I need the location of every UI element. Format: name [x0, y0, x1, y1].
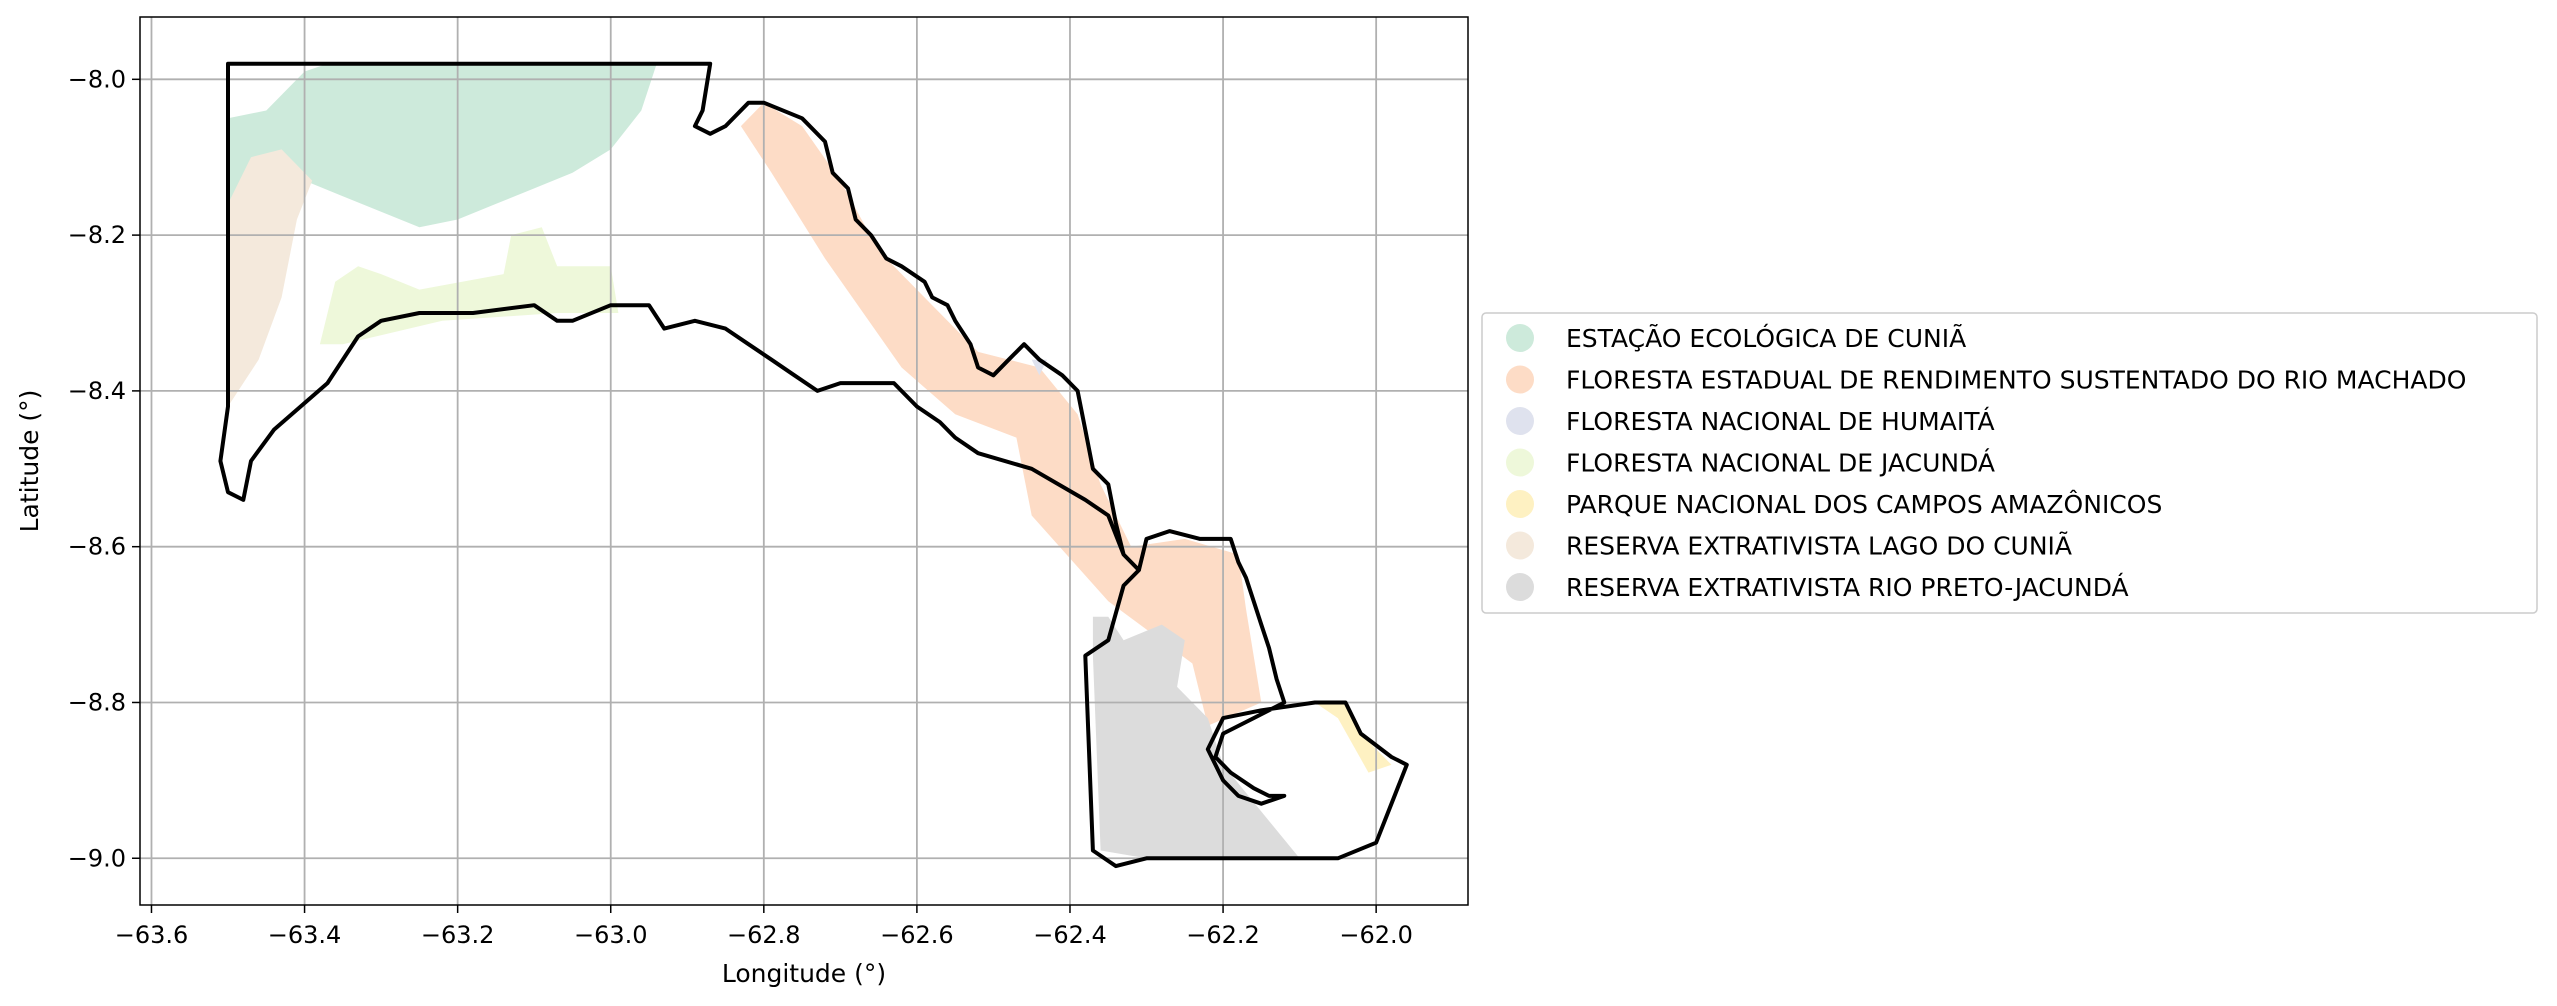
legend-label: RESERVA EXTRATIVISTA LAGO DO CUNIÃ — [1566, 531, 2072, 561]
x-tick-label: −62.6 — [880, 921, 954, 949]
y-tick-label: −9.0 — [68, 844, 126, 872]
area-polygon-4 — [1314, 702, 1392, 773]
area-polygon-0 — [228, 63, 657, 228]
y-tick-label: −8.6 — [68, 533, 126, 561]
legend-marker-6 — [1506, 573, 1534, 601]
protected-area-polygons — [228, 63, 1392, 859]
legend-marker-3 — [1506, 448, 1534, 477]
area-polygon-1 — [740, 102, 1262, 726]
legend-label: PARQUE NACIONAL DOS CAMPOS AMAZÔNICOS — [1566, 489, 2162, 519]
y-axis-label: Latitude (°) — [15, 390, 44, 533]
x-tick-label: −62.2 — [1186, 921, 1260, 949]
legend-label: FLORESTA ESTADUAL DE RENDIMENTO SUSTENTA… — [1566, 366, 2466, 395]
legend: ESTAÇÃO ECOLÓGICA DE CUNIÃ FLORESTA ESTAD… — [1481, 312, 2538, 614]
x-tick-label: −63.0 — [574, 921, 648, 949]
legend-marker-4 — [1506, 490, 1534, 518]
legend-label: FLORESTA NACIONAL DE HUMAITÁ — [1566, 407, 1995, 436]
study-area-boundary — [218, 61, 1409, 869]
x-tick-label: −62.4 — [1033, 921, 1107, 949]
legend-label: RESERVA EXTRATIVISTA RIO PRETO-JACUNDÁ — [1566, 573, 2129, 602]
y-tick-label: −8.2 — [68, 221, 126, 249]
legend-frame — [1481, 312, 2538, 614]
x-tick-label: −63.4 — [268, 921, 342, 949]
y-tick-label: −8.8 — [68, 688, 126, 716]
x-tick-label: −63.2 — [421, 921, 495, 949]
legend-label: FLORESTA NACIONAL DE JACUNDÁ — [1566, 449, 1995, 478]
x-tick-label: −63.6 — [115, 921, 189, 949]
legend-marker-1 — [1506, 365, 1534, 394]
area-polygon-3 — [319, 227, 619, 345]
x-axis-label: Longitude (°) — [722, 959, 886, 988]
area-polygon-5 — [228, 149, 313, 407]
legend-marker-2 — [1506, 407, 1534, 435]
legend-marker-5 — [1506, 531, 1534, 560]
legend-label: ESTAÇÃO ECOLÓGICA DE CUNIÃ — [1566, 323, 1966, 353]
grid-lines — [140, 17, 1468, 905]
x-tick-label: −62.8 — [727, 921, 801, 949]
y-tick-label: −8.0 — [68, 65, 126, 93]
plot-frame — [139, 16, 1469, 906]
x-tick-label: −62.0 — [1339, 921, 1413, 949]
axis-ticks: −63.6 −63.4 −63.2 −63.0 −62.8 −62.6 −62.4 −62.2… — [68, 65, 1413, 949]
y-tick-label: −8.4 — [68, 377, 126, 405]
legend-marker-0 — [1506, 324, 1534, 352]
